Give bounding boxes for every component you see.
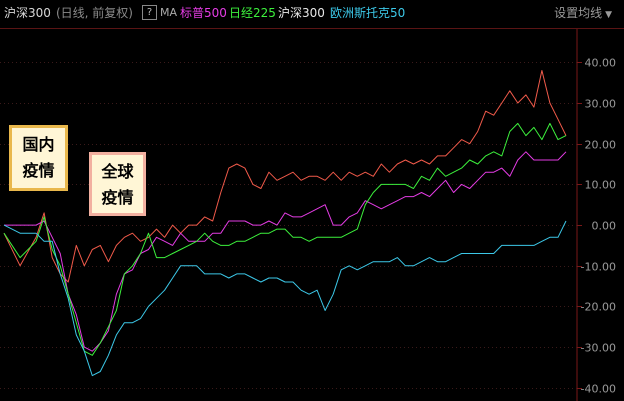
ma-label: MA [160, 6, 178, 19]
domestic-epidemic-callout: 国内 疫情 [9, 125, 68, 191]
legend-hs300[interactable]: 沪深300 [278, 6, 325, 20]
y-tick-label: -10.00 [581, 261, 616, 274]
caret-down-icon: ▼ [605, 10, 612, 20]
series-line-3 [3, 220, 567, 377]
callout-line: 疫情 [22, 161, 55, 180]
set-ma-label: 设置均线 [554, 6, 603, 20]
period-label: (日线, 前复权) [56, 6, 133, 20]
y-tick-label: -40.00 [581, 383, 616, 396]
y-tick-label: 30.00 [585, 98, 617, 111]
series-line-0 [3, 70, 567, 283]
y-tick-label: -30.00 [581, 342, 616, 355]
y-tick-label: 10.00 [585, 179, 617, 192]
y-tick-label: 0.00 [592, 220, 617, 233]
global-epidemic-callout: 全球 疫情 [89, 152, 146, 216]
y-tick-label: -20.00 [581, 301, 616, 314]
legend-sp500[interactable]: 标普500 [180, 6, 227, 20]
legend-nikkei225[interactable]: 日经225 [229, 6, 276, 20]
y-tick-label: 40.00 [585, 57, 617, 70]
chart-header: 沪深300 (日线, 前复权) ? MA 标普500 日经225 沪深300 欧… [0, 0, 624, 28]
chart-plot: 40.00 30.00 20.00 10.00 0.00 -10.00 -20.00 -30.… [0, 28, 624, 401]
series-line-1 [4, 151, 567, 352]
help-icon[interactable]: ? [142, 5, 157, 20]
callout-line: 国内 [22, 135, 55, 154]
series-line-2 [3, 122, 567, 356]
legend-stoxx50[interactable]: 欧洲斯托克50 [330, 6, 406, 20]
callout-line: 疫情 [101, 188, 134, 207]
set-ma-button[interactable]: 设置均线 ▼ [554, 6, 612, 22]
callout-line: 全球 [101, 162, 134, 181]
y-tick-label: 20.00 [585, 139, 617, 152]
index-title: 沪深300 [4, 6, 51, 20]
